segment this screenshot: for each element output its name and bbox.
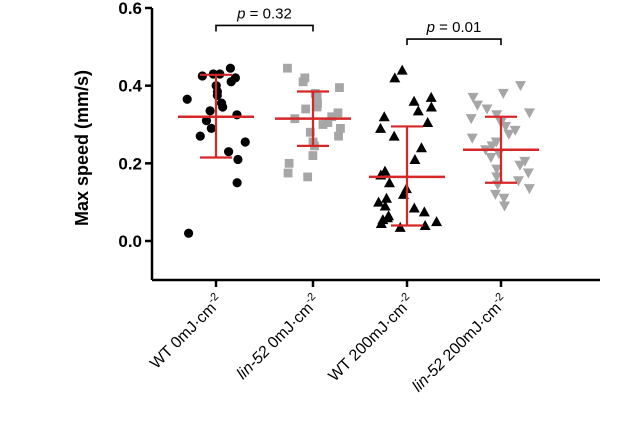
data-point [409, 153, 421, 164]
data-point [378, 111, 390, 122]
data-point [318, 120, 328, 129]
data-point [396, 64, 408, 75]
data-point [485, 153, 497, 164]
data-point [226, 77, 236, 87]
data-point [489, 189, 501, 200]
data-point [379, 200, 391, 211]
p-value-label: p = 0.32 [236, 5, 292, 22]
data-point [225, 63, 236, 73]
data-point [218, 102, 228, 112]
data-point [389, 72, 401, 83]
data-point [408, 95, 420, 106]
data-point [201, 116, 212, 126]
data-point [327, 112, 337, 122]
data-point [412, 105, 424, 116]
p-value-label: p = 0.01 [426, 19, 482, 36]
y-tick-label: 0.0 [118, 232, 142, 251]
data-point [195, 131, 205, 141]
data-point [512, 176, 524, 187]
data-point [419, 219, 431, 230]
data-point [466, 133, 478, 144]
data-point [498, 193, 510, 204]
data-point [375, 218, 387, 229]
y-tick-label: 0.2 [118, 154, 142, 173]
axes: 0.0 0.2 0.4 0.6 [118, 0, 600, 287]
data-point [283, 168, 293, 178]
data-point [206, 123, 216, 133]
data-point [486, 141, 498, 152]
data-point [465, 114, 477, 125]
data-point [232, 178, 242, 188]
data-point [336, 123, 345, 133]
data-point [284, 158, 294, 168]
data-point [333, 108, 343, 118]
x-tick-label: WT 0mJ·cm-2 [145, 291, 227, 373]
data-point [375, 122, 387, 133]
data-point [418, 206, 430, 217]
y-tick-label: 0.4 [118, 77, 142, 96]
data-point [491, 164, 503, 175]
data-point [523, 184, 535, 195]
x-tick-label: lin-52 0mJ·cm-2 [232, 291, 324, 383]
data-point [205, 106, 215, 116]
data-point [335, 83, 344, 93]
data-point [497, 88, 509, 99]
data-point [422, 117, 434, 128]
data-point [312, 102, 322, 112]
data-point [303, 172, 313, 182]
data-point [323, 118, 333, 127]
data-point [425, 91, 437, 102]
data-point [233, 154, 243, 165]
data-point [415, 142, 427, 153]
data-point [431, 216, 443, 227]
data-point [305, 127, 315, 137]
data-point [388, 130, 400, 141]
data-point [184, 228, 194, 238]
data-point [394, 221, 406, 232]
data-point [240, 137, 250, 147]
data-point [514, 160, 526, 171]
data-point [232, 110, 242, 120]
data-point [491, 110, 503, 121]
data-point [298, 77, 308, 87]
data-point [499, 201, 511, 212]
x-tick-label: lin-52 200mJ·cm-2 [407, 291, 512, 396]
data-point [373, 196, 385, 207]
data-point [383, 177, 395, 188]
data-point [522, 168, 534, 179]
data-point [503, 129, 515, 140]
data-point [425, 101, 437, 112]
data-point [509, 125, 521, 136]
data-point [500, 121, 512, 132]
data-point [301, 104, 311, 114]
data-point [223, 147, 234, 157]
x-tick-label: WT 200mJ·cm-2 [323, 291, 417, 385]
data-point [481, 104, 493, 115]
y-tick-label: 0.6 [118, 0, 142, 18]
data-point [491, 172, 503, 183]
data-point [467, 92, 479, 103]
comparison-bracket [215, 24, 314, 32]
data-point [308, 151, 318, 160]
error-bars [178, 73, 539, 227]
data-point [523, 108, 535, 119]
data-point [334, 131, 343, 141]
comparison-bracket [406, 38, 502, 46]
comparisons: p = 0.32 p = 0.01 [215, 5, 502, 46]
data-point [408, 202, 420, 213]
data-point [212, 90, 222, 100]
data-point [471, 100, 483, 111]
data-point [182, 94, 192, 104]
data-point [515, 81, 527, 92]
data-point [381, 192, 393, 203]
data-point [283, 63, 292, 73]
data-point [197, 71, 207, 81]
y-axis-label: Max speed (mm/s) [72, 70, 92, 226]
